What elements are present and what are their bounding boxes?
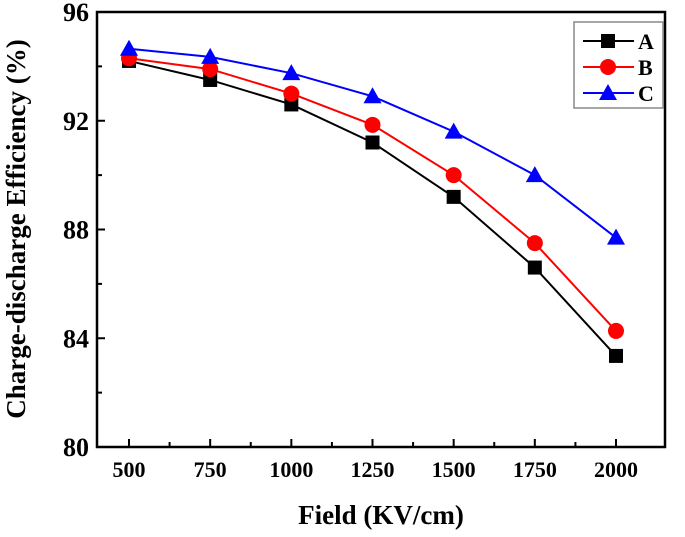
x-tick-label: 500 <box>113 457 146 482</box>
data-point-A <box>609 348 623 363</box>
legend-label: C <box>638 81 654 106</box>
data-point-B <box>202 61 219 78</box>
y-tick-label: 92 <box>63 107 89 136</box>
x-tick-label: 1500 <box>432 457 476 482</box>
data-point-C <box>201 47 220 64</box>
legend-label: B <box>638 55 653 80</box>
x-tick-label: 2000 <box>594 457 638 482</box>
data-point-C <box>525 166 544 183</box>
legend-marker-B <box>600 59 616 75</box>
y-tick-label: 80 <box>63 433 89 462</box>
x-tick-label: 750 <box>194 457 227 482</box>
data-point-A <box>284 97 299 112</box>
series-line-A <box>128 59 617 357</box>
data-point-C <box>282 64 301 81</box>
legend-marker-A <box>601 34 615 48</box>
x-tick-label: 1250 <box>351 457 395 482</box>
x-tick-label: 1000 <box>269 457 313 482</box>
series-C <box>120 39 625 245</box>
data-point-C <box>607 228 625 245</box>
data-point-A <box>365 135 380 150</box>
y-tick-label: 88 <box>63 216 89 245</box>
x-axis-label: Field (KV/cm) <box>298 500 464 530</box>
legend-label: A <box>638 29 654 54</box>
data-point-C <box>120 39 138 56</box>
data-point-B <box>526 235 543 252</box>
data-point-B <box>608 322 624 339</box>
data-point-C <box>363 87 382 104</box>
legend-marker-C <box>599 84 617 100</box>
y-tick-label: 96 <box>63 0 89 27</box>
data-point-B <box>283 85 300 102</box>
y-axis-label: Charge-discharge Efficiency (%) <box>1 39 31 418</box>
data-point-A <box>527 260 542 275</box>
x-tick-label: 1750 <box>513 457 557 482</box>
y-tick-label: 84 <box>63 324 89 353</box>
data-point-B <box>445 167 462 184</box>
data-point-C <box>444 122 463 139</box>
data-point-A <box>446 189 461 204</box>
data-point-A <box>203 72 218 87</box>
data-point-B <box>364 116 381 133</box>
